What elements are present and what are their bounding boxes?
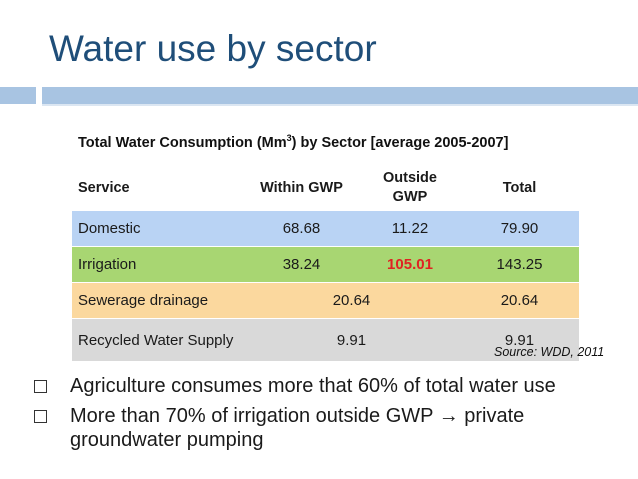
bullet-text: More than 70% of irrigation outside GWP …	[70, 405, 525, 451]
square-bullet-icon	[34, 380, 47, 393]
cell-service: Irrigation	[72, 246, 243, 283]
cell-within-gwp: 38.24	[243, 246, 360, 283]
cell-total: 79.90	[460, 210, 579, 247]
bullet-text: Agriculture consumes more that 60% of to…	[70, 375, 556, 397]
table-header-row: Service Within GWP Outside GWP Total	[72, 166, 579, 211]
bullet-item: Agriculture consumes more that 60% of to…	[34, 374, 614, 398]
header-service: Service	[78, 179, 130, 196]
cell-within-gwp: 68.68	[243, 210, 360, 247]
source-note: Source: WDD, 2011	[494, 345, 605, 359]
cell-service: Recycled Water Supply	[72, 318, 243, 361]
cell-total: 20.64	[460, 282, 579, 319]
title-rule-bar	[42, 87, 638, 104]
title-rule-square	[0, 87, 36, 104]
header-total: Total	[502, 179, 537, 196]
header-within-gwp: Within GWP	[260, 179, 343, 196]
cell-combined-gwp: 20.64	[243, 282, 460, 319]
slide-title: Water use by sector	[49, 28, 377, 69]
cell-service: Sewerage drainage	[72, 282, 243, 319]
square-bullet-icon	[34, 410, 47, 423]
cell-combined-gwp: 9.91	[243, 318, 460, 361]
bullet-list: Agriculture consumes more that 60% of to…	[34, 374, 614, 458]
cell-total: 9.91	[460, 318, 579, 361]
table-row-domestic: Domestic 68.68 11.22 79.90	[72, 210, 579, 247]
cell-total: 143.25	[460, 246, 579, 283]
bullet-item: More than 70% of irrigation outside GWP …	[34, 404, 614, 452]
cell-service: Domestic	[72, 210, 243, 247]
table-row-irrigation: Irrigation 38.24 105.01 143.25	[72, 246, 579, 283]
table-caption-start: Total Water Consumption (Mm	[78, 134, 287, 151]
table-row-recycled: Recycled Water Supply 9.91 9.91	[72, 318, 579, 361]
water-consumption-table: Service Within GWP Outside GWP Total Dom…	[72, 166, 579, 361]
table-row-sewerage: Sewerage drainage 20.64 20.64	[72, 282, 579, 319]
table-caption-end: ) by Sector [average 2005-2007]	[291, 134, 509, 151]
cell-outside-gwp-highlight: 105.01	[360, 246, 460, 283]
table-caption-superscript: 3	[286, 133, 292, 143]
table-caption: Total Water Consumption (Mm3) by Sector …	[78, 129, 570, 153]
cell-outside-gwp: 11.22	[360, 210, 460, 247]
header-outside-gwp: Outside GWP	[383, 170, 437, 205]
title-rule-shadow	[42, 104, 638, 106]
